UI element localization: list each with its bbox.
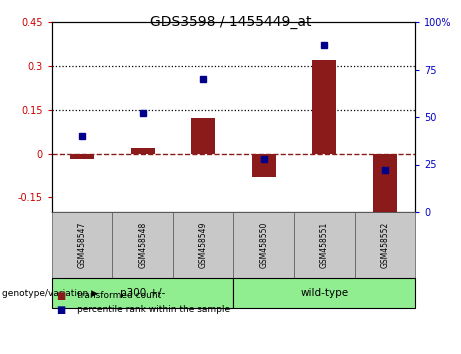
Text: GDS3598 / 1455449_at: GDS3598 / 1455449_at: [150, 15, 311, 29]
Bar: [252, 154, 276, 177]
Text: genotype/variation ▶: genotype/variation ▶: [2, 289, 98, 297]
Text: GSM458552: GSM458552: [380, 222, 389, 268]
Text: GSM458549: GSM458549: [199, 222, 208, 268]
Text: GSM458547: GSM458547: [78, 222, 87, 268]
Text: p300 +/-: p300 +/-: [120, 288, 165, 298]
Bar: [70, 154, 95, 159]
Text: ■: ■: [57, 305, 66, 315]
Bar: [312, 60, 337, 154]
Text: GSM458551: GSM458551: [320, 222, 329, 268]
Text: percentile rank within the sample: percentile rank within the sample: [77, 306, 230, 314]
Bar: [372, 154, 397, 212]
Text: transformed count: transformed count: [77, 291, 162, 301]
Text: GSM458550: GSM458550: [259, 222, 268, 268]
Text: wild-type: wild-type: [300, 288, 349, 298]
Bar: [191, 119, 215, 154]
Bar: [130, 148, 155, 154]
Text: GSM458548: GSM458548: [138, 222, 147, 268]
Text: ■: ■: [57, 291, 66, 301]
